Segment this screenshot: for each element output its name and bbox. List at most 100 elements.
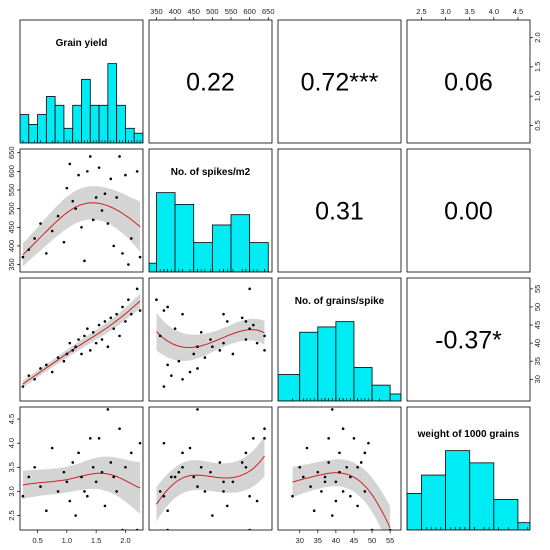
tick-label: 50 xyxy=(533,303,542,311)
histogram-bar xyxy=(445,450,471,530)
scatter xyxy=(21,287,142,388)
data-point xyxy=(378,534,381,537)
data-point xyxy=(97,437,101,440)
histogram-bar xyxy=(156,192,176,272)
data-point xyxy=(94,341,98,345)
confidence-band xyxy=(156,312,265,361)
data-point xyxy=(166,305,169,309)
data-point xyxy=(334,499,338,503)
data-point xyxy=(88,155,92,158)
histogram-bar xyxy=(230,214,251,272)
data-point xyxy=(248,327,251,330)
data-point xyxy=(225,320,229,323)
histogram-bar xyxy=(278,374,301,401)
smooth-line xyxy=(22,300,141,385)
data-point xyxy=(291,494,294,498)
histogram-bar xyxy=(389,393,401,401)
data-point xyxy=(222,312,225,316)
histogram-bar xyxy=(125,127,135,143)
data-point xyxy=(68,499,72,503)
data-point xyxy=(349,475,352,479)
histogram-bar xyxy=(45,96,56,143)
histogram-bar xyxy=(72,104,82,143)
data-point xyxy=(263,427,266,431)
smooth-line xyxy=(292,472,391,529)
data-point xyxy=(21,255,25,259)
data-point xyxy=(118,427,121,431)
data-point xyxy=(124,173,127,177)
data-point xyxy=(129,451,133,455)
data-point xyxy=(45,252,48,255)
data-point xyxy=(83,334,86,338)
panel-frame xyxy=(406,148,531,273)
data-point xyxy=(323,480,327,484)
correlation-value: 0.31 xyxy=(315,198,364,226)
tick-label: 400 xyxy=(169,7,182,16)
data-point xyxy=(138,309,142,312)
histogram-bar xyxy=(149,262,157,272)
data-point xyxy=(363,451,367,455)
data-point xyxy=(50,229,54,233)
data-point xyxy=(77,338,80,341)
tick-label: 55 xyxy=(533,285,542,293)
tick-label: 1.5 xyxy=(533,62,542,72)
histogram xyxy=(278,321,401,401)
data-point xyxy=(50,370,54,374)
histogram-bar xyxy=(37,114,47,143)
data-point xyxy=(345,465,349,469)
panel-r4-c2 xyxy=(148,406,273,531)
data-point xyxy=(100,209,104,212)
panel-frame xyxy=(406,19,531,144)
data-point xyxy=(39,367,42,370)
confidence-band xyxy=(156,435,265,522)
data-point xyxy=(109,461,113,464)
histogram xyxy=(20,63,143,143)
tick-label: 45 xyxy=(350,536,358,545)
data-point xyxy=(240,316,244,320)
scatter xyxy=(156,408,266,530)
data-point xyxy=(173,475,177,479)
data-point xyxy=(218,349,222,352)
data-point xyxy=(94,196,98,199)
data-point xyxy=(327,461,330,464)
data-point xyxy=(21,494,25,498)
data-point xyxy=(33,377,36,381)
panel-frame xyxy=(19,406,144,531)
correlation-value: 0.22 xyxy=(186,69,235,97)
histogram-bar xyxy=(193,242,213,272)
data-point xyxy=(94,480,98,484)
data-point xyxy=(121,305,124,309)
data-point xyxy=(103,192,107,196)
panel-frame xyxy=(19,19,144,144)
tick-label: 350 xyxy=(150,7,163,16)
variable-label-no-of-spikes-m2: No. of spikes/m2 xyxy=(171,167,251,178)
data-point xyxy=(218,461,222,464)
data-point xyxy=(115,312,118,316)
data-point xyxy=(39,485,42,488)
data-point xyxy=(91,465,95,469)
data-point xyxy=(181,312,184,316)
data-point xyxy=(177,359,181,363)
histogram-bar xyxy=(335,321,355,401)
data-point xyxy=(21,385,25,388)
data-point xyxy=(109,316,113,320)
data-point xyxy=(106,345,110,349)
tick-label: 650 xyxy=(262,7,275,16)
data-point xyxy=(97,166,101,169)
panel-frame xyxy=(148,19,273,144)
histogram-bar xyxy=(407,492,422,530)
tick-label: 3.0 xyxy=(440,7,450,16)
histogram-bar xyxy=(211,224,232,272)
correlation-value: 0.72*** xyxy=(301,69,379,97)
data-point xyxy=(100,338,104,341)
data-point xyxy=(196,485,199,488)
panel-r4-c3 xyxy=(277,406,402,537)
data-point xyxy=(83,490,86,493)
histogram-bar xyxy=(493,499,519,530)
data-point xyxy=(62,359,66,363)
data-point xyxy=(124,320,127,323)
data-point xyxy=(211,345,214,349)
data-point xyxy=(255,341,259,345)
data-point xyxy=(129,312,133,316)
data-point xyxy=(244,465,248,469)
